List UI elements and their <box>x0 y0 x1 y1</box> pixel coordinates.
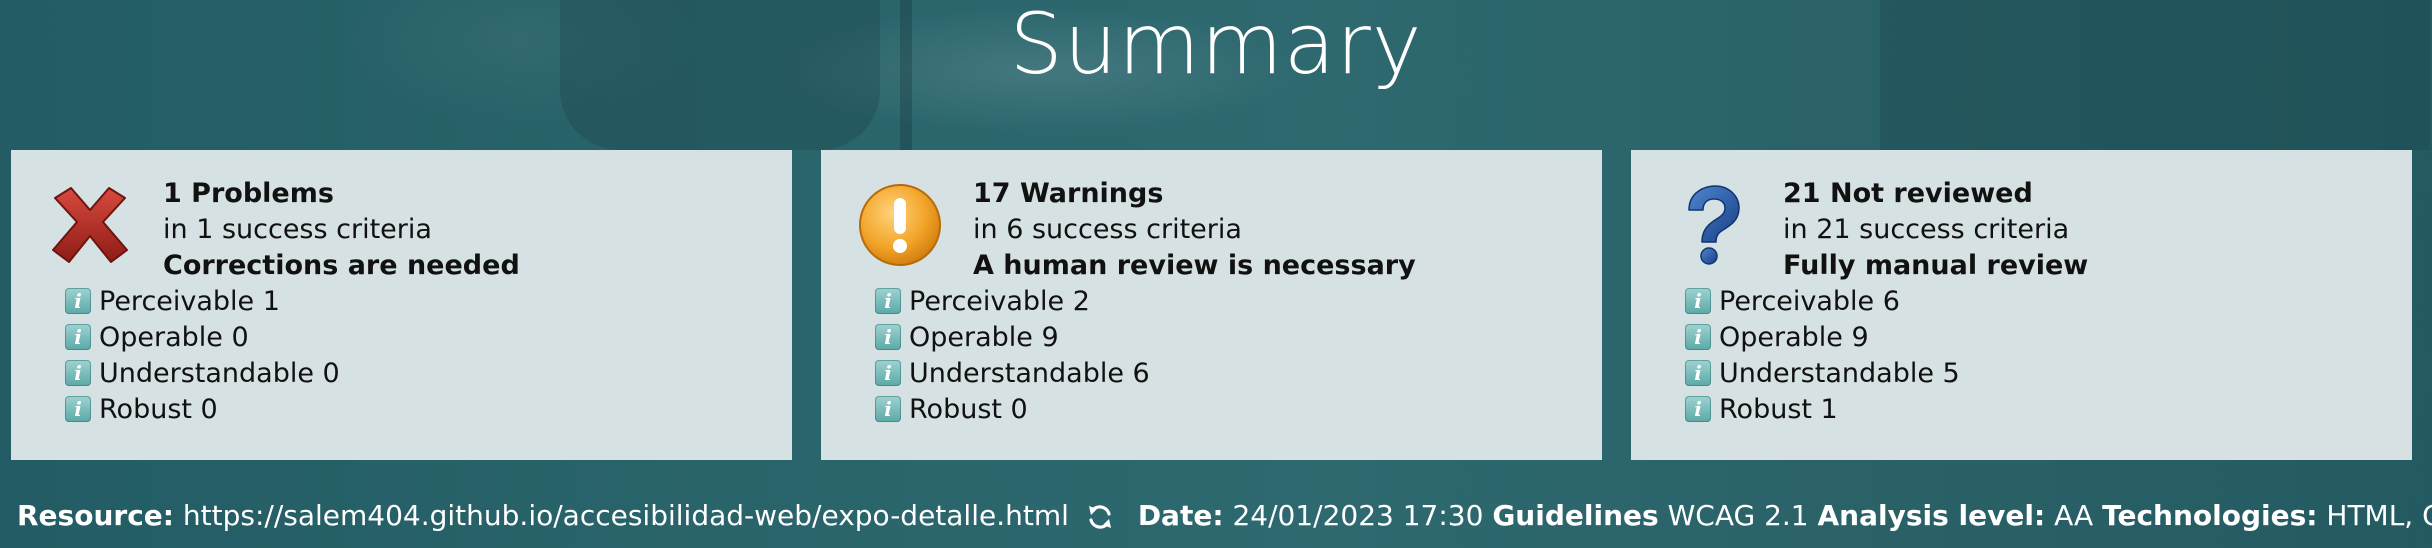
info-icon[interactable]: i <box>65 396 91 422</box>
criteria-robust[interactable]: i Robust 0 <box>875 391 1150 427</box>
criteria-understandable[interactable]: i Understandable 0 <box>65 355 340 391</box>
criteria-perceivable[interactable]: i Perceivable 1 <box>65 283 340 319</box>
criteria-perceivable[interactable]: i Perceivable 6 <box>1685 283 1960 319</box>
warnings-card: 17 Warnings in 6 success criteria A huma… <box>821 150 1602 460</box>
criteria-operable[interactable]: i Operable 9 <box>1685 319 1960 355</box>
resource-label: Resource: <box>17 499 174 532</box>
background-shape <box>1880 0 2430 150</box>
background-shape <box>900 0 912 150</box>
criteria-operable[interactable]: i Operable 9 <box>875 319 1150 355</box>
date-value: 24/01/2023 17:30 <box>1232 499 1484 532</box>
criteria-robust[interactable]: i Robust 1 <box>1685 391 1960 427</box>
info-icon[interactable]: i <box>65 288 91 314</box>
info-icon[interactable]: i <box>1685 288 1711 314</box>
guidelines-label: Guidelines <box>1492 499 1659 532</box>
info-icon[interactable]: i <box>1685 396 1711 422</box>
not-reviewed-criteria-count: in 21 success criteria <box>1783 214 2070 245</box>
info-icon[interactable]: i <box>1685 324 1711 350</box>
warning-icon <box>859 184 941 266</box>
problems-count: 1 Problems <box>163 178 334 209</box>
info-icon[interactable]: i <box>65 324 91 350</box>
not-reviewed-criteria-list: i Perceivable 6 i Operable 9 i Understandab… <box>1685 283 1960 427</box>
warnings-criteria-count: in 6 success criteria <box>973 214 1242 245</box>
warnings-criteria-list: i Perceivable 2 i Operable 9 i Understandab… <box>875 283 1150 427</box>
info-icon[interactable]: i <box>875 324 901 350</box>
warnings-conclusion: A human review is necessary <box>973 250 1416 281</box>
not-reviewed-summary: 21 Not reviewed in 21 success criteria F… <box>1783 176 2088 284</box>
page-title: Summary <box>1009 0 1423 93</box>
problems-criteria-count: in 1 success criteria <box>163 214 432 245</box>
analysis-level-label: Analysis level: <box>1817 499 2046 532</box>
problems-summary: 1 Problems in 1 success criteria Correct… <box>163 176 520 284</box>
not-reviewed-card: 21 Not reviewed in 21 success criteria F… <box>1631 150 2412 460</box>
warnings-summary: 17 Warnings in 6 success criteria A huma… <box>973 176 1416 284</box>
warnings-count: 17 Warnings <box>973 178 1164 209</box>
info-icon[interactable]: i <box>875 288 901 314</box>
not-reviewed-count: 21 Not reviewed <box>1783 178 2033 209</box>
info-icon[interactable]: i <box>1685 360 1711 386</box>
guidelines-value: WCAG 2.1 <box>1667 499 1809 532</box>
analysis-info-bar: Resource: https://salem404.github.io/acc… <box>17 496 2432 536</box>
criteria-perceivable[interactable]: i Perceivable 2 <box>875 283 1150 319</box>
technologies-value: HTML, CSS <box>2326 499 2432 532</box>
criteria-robust[interactable]: i Robust 0 <box>65 391 340 427</box>
analysis-level-value: AA <box>2054 499 2094 532</box>
technologies-label: Technologies: <box>2102 499 2318 532</box>
question-mark-icon <box>1688 185 1740 265</box>
problems-conclusion: Corrections are needed <box>163 250 520 281</box>
refresh-icon[interactable] <box>1085 502 1115 532</box>
info-icon[interactable]: i <box>65 360 91 386</box>
red-x-icon <box>52 187 128 263</box>
resource-url-link[interactable]: https://salem404.github.io/accesibilidad… <box>182 499 1069 532</box>
problems-criteria-list: i Perceivable 1 i Operable 0 i Understandab… <box>65 283 340 427</box>
info-icon[interactable]: i <box>875 396 901 422</box>
info-icon[interactable]: i <box>875 360 901 386</box>
background-shape <box>560 0 880 150</box>
criteria-understandable[interactable]: i Understandable 6 <box>875 355 1150 391</box>
date-label: Date: <box>1137 499 1224 532</box>
not-reviewed-conclusion: Fully manual review <box>1783 250 2089 281</box>
criteria-operable[interactable]: i Operable 0 <box>65 319 340 355</box>
problems-card: 1 Problems in 1 success criteria Correct… <box>11 150 792 460</box>
criteria-understandable[interactable]: i Understandable 5 <box>1685 355 1960 391</box>
